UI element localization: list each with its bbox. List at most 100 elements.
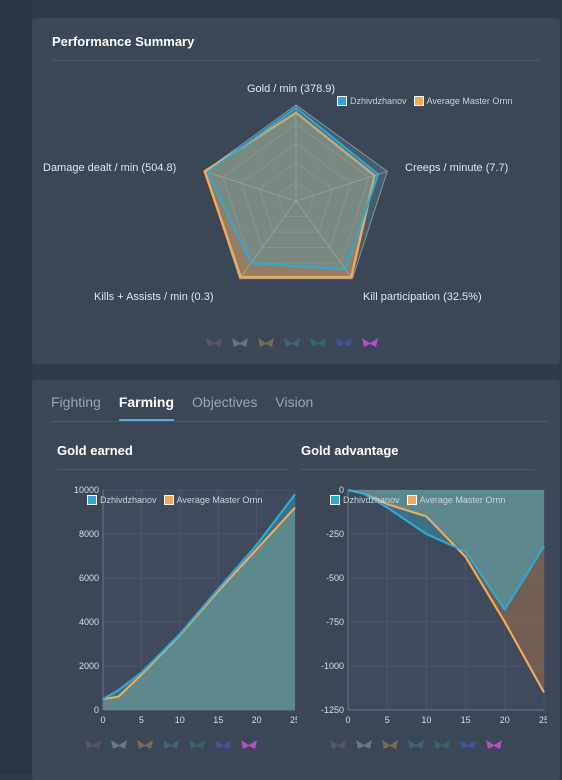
player-swatch — [337, 96, 347, 106]
y-tick-label: -1250 — [321, 705, 344, 715]
stats-tabs-card: Fighting Farming Objectives Vision Gold … — [32, 380, 560, 780]
tab-bar: Fighting Farming Objectives Vision — [51, 394, 313, 421]
legend-label-average: Average Master Ornn — [426, 96, 513, 106]
silver-icon[interactable] — [135, 737, 155, 751]
x-tick-label: 20 — [500, 715, 510, 725]
legend-item-average[interactable]: Average Master Ornn — [413, 96, 513, 106]
divider — [57, 469, 290, 470]
bronze-icon[interactable] — [354, 737, 374, 751]
iron-icon[interactable] — [328, 737, 348, 751]
silver-icon[interactable] — [380, 737, 400, 751]
series-overlap-area — [103, 507, 295, 710]
radar-spoke — [239, 200, 297, 279]
legend-label-player: Dzhivdzhanov — [350, 96, 407, 106]
legend-label-player: Dzhivdzhanov — [343, 495, 400, 505]
rank-filter-row — [204, 335, 380, 349]
legend-item-player[interactable]: Dzhivdzhanov — [337, 96, 407, 106]
bronze-icon[interactable] — [230, 335, 250, 349]
x-tick-label: 20 — [252, 715, 262, 725]
diamond-icon[interactable] — [458, 737, 478, 751]
radar-axis-label-creeps: Creeps / minute (7.7) — [405, 162, 509, 174]
x-tick-label: 5 — [385, 715, 390, 725]
platinum-icon[interactable] — [187, 737, 207, 751]
player-swatch — [330, 495, 340, 505]
legend-item-average[interactable]: Average Master Ornn — [163, 495, 263, 505]
platinum-icon[interactable] — [308, 335, 328, 349]
master-icon[interactable] — [484, 737, 504, 751]
radar-axis-label-kills-assists: Kills + Assists / min (0.3) — [94, 291, 214, 303]
divider — [301, 469, 534, 470]
legend-label-average: Average Master Ornn — [176, 495, 263, 505]
x-tick-label: 10 — [175, 715, 185, 725]
y-tick-label: -750 — [326, 617, 344, 627]
tab-objectives[interactable]: Objectives — [192, 394, 258, 410]
average-swatch — [406, 495, 417, 505]
radar-spoke — [295, 170, 388, 202]
legend-item-average[interactable]: Average Master Ornn — [406, 495, 506, 505]
legend-label-average: Average Master Ornn — [419, 495, 506, 505]
rank-filter-row-gold-earned — [83, 737, 259, 751]
diamond-icon[interactable] — [213, 737, 233, 751]
x-tick-label: 0 — [345, 715, 350, 725]
y-tick-label: 0 — [94, 705, 99, 715]
y-tick-label: 10000 — [74, 485, 99, 495]
average-swatch — [413, 96, 424, 106]
x-tick-label: 25 — [539, 715, 547, 725]
average-swatch — [163, 495, 174, 505]
gold-earned-legend: Dzhivdzhanov Average Master Ornn — [87, 495, 269, 505]
master-icon[interactable] — [239, 737, 259, 751]
y-tick-label: 0 — [339, 485, 344, 495]
diamond-icon[interactable] — [334, 335, 354, 349]
radar-legend: Dzhivdzhanov Average Master Ornn — [337, 96, 519, 106]
divider — [52, 60, 540, 61]
gold-advantage-chart: 0 5 10 15 20 25 0 -250 -500 -750 -1000 -1250 — [321, 485, 547, 725]
tab-farming[interactable]: Farming — [118, 394, 175, 421]
rank-filter-row-gold-advantage — [328, 737, 504, 751]
silver-icon[interactable] — [256, 335, 276, 349]
radar-series-average — [203, 111, 376, 279]
gold-advantage-legend: Dzhivdzhanov Average Master Ornn — [330, 495, 512, 505]
gold-icon[interactable] — [282, 335, 302, 349]
left-strip — [0, 0, 32, 774]
x-tick-label: 15 — [213, 715, 223, 725]
gold-advantage-title: Gold advantage — [301, 443, 399, 458]
gold-icon[interactable] — [161, 737, 181, 751]
x-tick-label: 0 — [100, 715, 105, 725]
radar-axis-label-damage: Damage dealt / min (504.8) — [43, 162, 177, 174]
iron-icon[interactable] — [83, 737, 103, 751]
player-swatch — [87, 495, 97, 505]
legend-item-player[interactable]: Dzhivdzhanov — [87, 495, 157, 505]
radar-spoke — [204, 170, 297, 202]
legend-item-player[interactable]: Dzhivdzhanov — [330, 495, 400, 505]
y-tick-label: 4000 — [79, 617, 99, 627]
master-icon[interactable] — [360, 335, 380, 349]
tab-fighting[interactable]: Fighting — [51, 394, 101, 410]
radar-spoke — [295, 200, 353, 279]
y-tick-label: 2000 — [79, 661, 99, 671]
gold-icon[interactable] — [406, 737, 426, 751]
bronze-icon[interactable] — [109, 737, 129, 751]
legend-label-player: Dzhivdzhanov — [100, 495, 157, 505]
gold-earned-chart: 0 5 10 15 20 25 0 2000 4000 6000 8000 10000 — [74, 485, 297, 725]
y-tick-label: -1000 — [321, 661, 344, 671]
radar-axis-label-gold: Gold / min (378.9) — [247, 83, 336, 95]
performance-summary-card: Performance Summary Gold / min (378.9) C… — [32, 18, 560, 364]
series-overlap-area — [348, 490, 544, 610]
x-tick-label: 25 — [290, 715, 297, 725]
x-tick-label: 15 — [461, 715, 471, 725]
radar-series-player — [206, 106, 380, 271]
radar-chart — [203, 104, 388, 280]
platinum-icon[interactable] — [432, 737, 452, 751]
y-tick-label: 8000 — [79, 529, 99, 539]
y-tick-label: -250 — [326, 529, 344, 539]
performance-summary-title: Performance Summary — [52, 34, 195, 49]
gold-earned-title: Gold earned — [57, 443, 133, 458]
y-tick-label: 6000 — [79, 573, 99, 583]
series-player-line — [102, 493, 296, 700]
x-tick-label: 10 — [421, 715, 431, 725]
series-player-line — [347, 489, 545, 611]
iron-icon[interactable] — [204, 335, 224, 349]
tab-vision[interactable]: Vision — [275, 394, 314, 410]
y-tick-label: -500 — [326, 573, 344, 583]
tab-divider — [51, 421, 548, 422]
